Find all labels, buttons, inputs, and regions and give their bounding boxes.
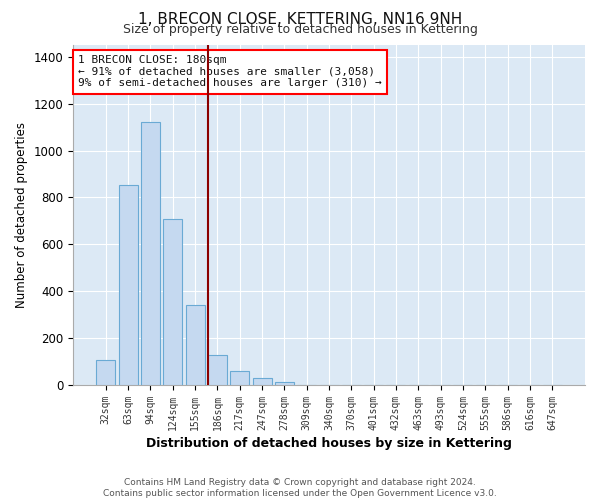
Y-axis label: Number of detached properties: Number of detached properties — [15, 122, 28, 308]
Bar — [163, 218, 182, 385]
Text: 1 BRECON CLOSE: 180sqm
← 91% of detached houses are smaller (3,058)
9% of semi-d: 1 BRECON CLOSE: 180sqm ← 91% of detached… — [78, 55, 382, 88]
Text: Size of property relative to detached houses in Kettering: Size of property relative to detached ho… — [122, 22, 478, 36]
Bar — [119, 184, 137, 385]
Bar — [141, 122, 160, 385]
X-axis label: Distribution of detached houses by size in Kettering: Distribution of detached houses by size … — [146, 437, 512, 450]
Text: Contains HM Land Registry data © Crown copyright and database right 2024.
Contai: Contains HM Land Registry data © Crown c… — [103, 478, 497, 498]
Bar — [230, 371, 249, 385]
Bar — [253, 378, 272, 385]
Bar — [185, 306, 205, 385]
Bar — [208, 354, 227, 385]
Bar — [275, 382, 294, 385]
Bar — [96, 360, 115, 385]
Text: 1, BRECON CLOSE, KETTERING, NN16 9NH: 1, BRECON CLOSE, KETTERING, NN16 9NH — [138, 12, 462, 28]
